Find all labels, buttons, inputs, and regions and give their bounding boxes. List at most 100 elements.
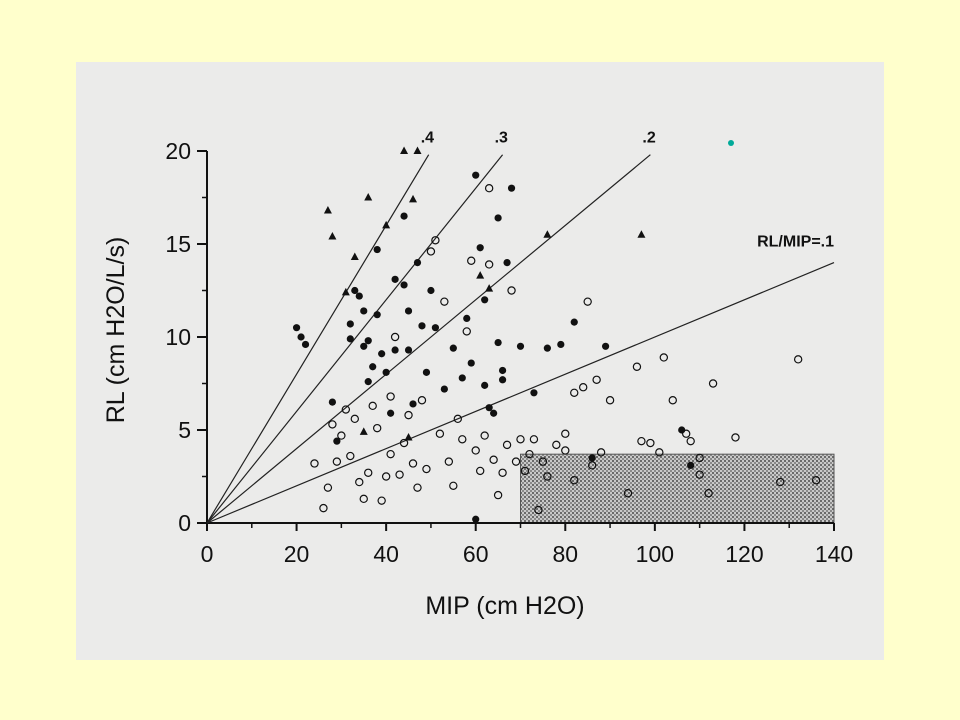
data-point-filled-circle bbox=[498, 366, 507, 375]
reference-line-label: .2 bbox=[642, 130, 655, 147]
data-point-open-circle bbox=[682, 429, 691, 438]
data-point-triangle bbox=[323, 206, 332, 214]
shaded-region bbox=[520, 453, 835, 524]
data-point-open-circle bbox=[337, 431, 346, 440]
data-point-filled-circle bbox=[346, 320, 354, 328]
data-point-triangle bbox=[404, 432, 413, 441]
data-point-open-circle bbox=[552, 440, 561, 450]
data-point-open-circle bbox=[704, 489, 713, 498]
data-point-open-circle bbox=[525, 449, 534, 459]
data-point-open-circle bbox=[811, 476, 821, 485]
x-tick-label: 120 bbox=[725, 541, 763, 567]
data-point-filled-circle bbox=[463, 314, 471, 322]
data-point-open-circle bbox=[484, 260, 494, 269]
data-point-filled-circle bbox=[373, 245, 381, 254]
data-point-open-circle bbox=[417, 396, 427, 405]
data-point-filled-circle bbox=[472, 515, 480, 523]
data-point-triangle bbox=[364, 193, 373, 201]
data-point-open-circle bbox=[413, 483, 422, 492]
data-point-open-circle bbox=[377, 496, 386, 505]
data-point-open-circle bbox=[475, 466, 485, 476]
data-point-open-circle bbox=[668, 396, 677, 405]
x-tick-label: 20 bbox=[284, 541, 310, 567]
data-point-filled-circle bbox=[494, 214, 502, 222]
data-point-open-circle bbox=[471, 446, 480, 455]
data-point-filled-circle bbox=[481, 296, 489, 304]
data-point-filled-circle bbox=[557, 340, 565, 349]
data-point-open-circle bbox=[426, 247, 436, 256]
data-point-triangle bbox=[476, 271, 485, 279]
data-point-triangle bbox=[341, 287, 350, 296]
data-point-open-circle bbox=[484, 183, 494, 193]
x-tick-label: 0 bbox=[201, 541, 214, 567]
data-point-filled-circle bbox=[292, 324, 301, 332]
data-point-open-circle bbox=[605, 396, 615, 405]
data-point-filled-circle bbox=[516, 342, 525, 350]
reference-line bbox=[206, 262, 835, 524]
data-point-open-circle bbox=[570, 476, 579, 485]
data-point-open-circle bbox=[422, 464, 431, 474]
data-point-open-circle bbox=[381, 472, 391, 481]
data-point-open-circle bbox=[328, 420, 337, 429]
data-point-open-circle bbox=[332, 457, 342, 466]
data-point-open-circle bbox=[480, 431, 489, 440]
data-point-open-circle bbox=[659, 353, 669, 362]
data-point-filled-circle bbox=[364, 337, 372, 345]
data-point-open-circle bbox=[444, 457, 454, 466]
data-point-open-circle bbox=[583, 297, 592, 306]
data-point-filled-circle bbox=[378, 350, 386, 358]
data-point-open-circle bbox=[319, 503, 328, 513]
y-tick-label: 20 bbox=[165, 138, 191, 164]
data-point-open-circle bbox=[399, 438, 409, 448]
data-point-open-circle bbox=[534, 505, 543, 515]
data-point-filled-circle bbox=[503, 259, 511, 267]
data-point-filled-circle bbox=[476, 244, 484, 252]
data-point-filled-circle bbox=[404, 346, 413, 354]
data-point-triangle bbox=[350, 252, 359, 261]
reference-line bbox=[206, 154, 651, 524]
data-point-open-circle bbox=[632, 362, 642, 371]
data-point-filled-circle bbox=[507, 184, 516, 192]
data-point-filled-circle bbox=[400, 281, 408, 289]
data-point-open-circle bbox=[435, 429, 445, 438]
data-point-open-circle bbox=[386, 392, 395, 401]
data-point-open-circle bbox=[462, 327, 471, 336]
data-point-open-circle bbox=[646, 438, 655, 448]
data-point-filled-circle bbox=[413, 259, 422, 267]
data-point-open-circle bbox=[350, 414, 359, 424]
data-point-filled-circle bbox=[328, 398, 336, 406]
data-point-open-circle bbox=[516, 435, 525, 444]
data-point-open-circle bbox=[502, 440, 512, 450]
data-point-open-circle bbox=[310, 459, 319, 468]
data-point-open-circle bbox=[395, 470, 404, 479]
y-axis-title: RL (cm H2O/L/s) bbox=[102, 237, 130, 424]
data-point-triangle bbox=[637, 230, 646, 238]
reference-line bbox=[206, 154, 504, 524]
data-point-filled-circle bbox=[472, 171, 480, 179]
data-point-open-circle bbox=[538, 457, 548, 466]
data-point-filled-circle bbox=[422, 368, 431, 376]
data-point-open-circle bbox=[359, 494, 368, 504]
data-point-open-circle bbox=[458, 435, 467, 444]
data-point-open-circle bbox=[364, 468, 373, 477]
data-point-filled-circle bbox=[404, 307, 413, 315]
data-point-filled-circle bbox=[687, 461, 695, 469]
data-point-filled-circle bbox=[543, 344, 551, 352]
data-point-open-circle bbox=[341, 405, 351, 414]
data-point-open-circle bbox=[507, 286, 516, 295]
data-point-triangle bbox=[543, 230, 552, 238]
data-point-open-circle bbox=[695, 453, 704, 463]
x-axis-title: MIP (cm H2O) bbox=[425, 592, 584, 620]
data-point-filled-circle bbox=[333, 437, 341, 445]
data-point-filled-circle bbox=[346, 335, 354, 343]
y-tick-label: 15 bbox=[165, 231, 191, 257]
data-point-open-circle bbox=[346, 451, 355, 461]
data-point-triangle bbox=[413, 146, 422, 154]
data-point-filled-circle bbox=[440, 385, 448, 393]
data-point-open-circle bbox=[372, 423, 382, 433]
data-point-open-circle bbox=[731, 433, 740, 442]
data-point-triangle bbox=[382, 220, 391, 229]
data-point-filled-circle bbox=[530, 389, 538, 397]
data-point-filled-circle bbox=[351, 286, 359, 295]
data-point-open-circle bbox=[570, 388, 579, 397]
